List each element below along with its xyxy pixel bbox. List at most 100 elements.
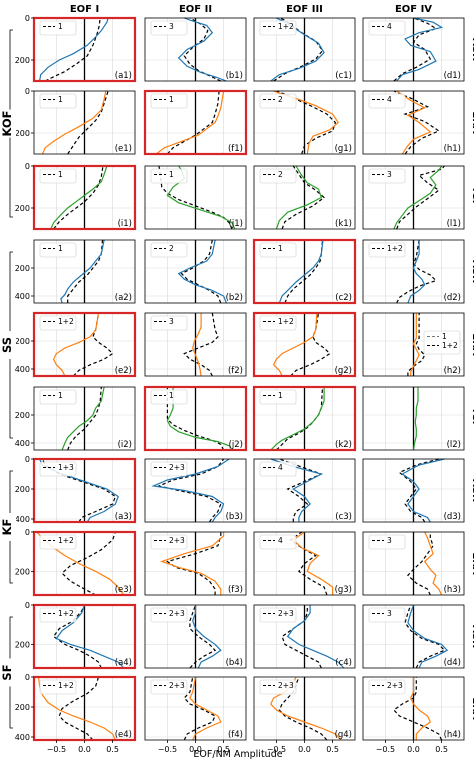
legend-box bbox=[259, 461, 297, 477]
legend-label: 2 bbox=[278, 95, 283, 104]
y-tick-label: 0 bbox=[25, 14, 30, 23]
panel-label: (a1) bbox=[115, 71, 132, 81]
column-title-2: EOF II bbox=[179, 4, 212, 15]
legend-box bbox=[259, 20, 297, 36]
series-line-dashed bbox=[183, 312, 219, 377]
series-line-dashed bbox=[67, 90, 109, 155]
group-label-kof: KOF bbox=[0, 110, 14, 136]
legend-box bbox=[39, 389, 77, 405]
row-label-era: ERA bbox=[470, 333, 474, 356]
panel-f2: 3 (f2) bbox=[144, 312, 247, 377]
series-line-dashed bbox=[396, 165, 445, 230]
panel-label: (f1) bbox=[228, 144, 243, 154]
y-tick-label: 400 bbox=[15, 733, 30, 742]
panel-frame bbox=[362, 312, 465, 377]
row-label-igp: IGP bbox=[470, 409, 474, 428]
series-line-asr bbox=[270, 458, 323, 522]
legend-box bbox=[39, 534, 77, 550]
panel-label: (b2) bbox=[226, 293, 243, 303]
panel-k2: 1 (k2) bbox=[252, 385, 357, 452]
panel-a1: 1 (a1) 0 200 bbox=[15, 14, 137, 83]
y-tick-label: 0 bbox=[25, 673, 30, 682]
legend-box bbox=[39, 93, 77, 109]
panel-frame bbox=[33, 386, 136, 451]
legend-label: 1+2 bbox=[442, 341, 458, 350]
series-line-asr bbox=[401, 458, 445, 523]
y-tick-label: 0 bbox=[25, 601, 30, 610]
y-tick-label: 200 bbox=[15, 640, 30, 649]
series-line-dashed bbox=[278, 676, 328, 741]
panel-label: (c3) bbox=[335, 512, 352, 522]
panel-label: (h4) bbox=[444, 730, 461, 740]
panel-e4: 1+2 (e4) 0 200 400 −0.5 0.0 0.5 bbox=[15, 673, 137, 754]
panel-i2: 1 (i2) 200 400 bbox=[15, 386, 136, 451]
legend-box bbox=[150, 315, 188, 331]
row-labels: ASR ERA IGP ASR ERA IGP ASR ERA ASR ERA bbox=[470, 38, 474, 720]
panel-frame bbox=[144, 17, 247, 82]
panel-frame bbox=[144, 312, 247, 377]
panel-label: (e3) bbox=[115, 585, 132, 595]
panel-e2: 1+2 (e2) 200 400 bbox=[15, 311, 137, 378]
series-line-era bbox=[272, 312, 318, 377]
panel-frame bbox=[253, 165, 356, 230]
panel-highlight-frame bbox=[143, 89, 248, 156]
series-line-dashed bbox=[53, 165, 104, 230]
legend-box bbox=[259, 242, 297, 258]
panel-label: (b3) bbox=[226, 512, 243, 522]
legend-label: 3 bbox=[387, 536, 392, 545]
legend-label: 1 bbox=[58, 170, 63, 179]
legend-box bbox=[39, 679, 77, 695]
row-label-asr: ASR bbox=[470, 260, 474, 283]
series-line-dashed bbox=[52, 604, 102, 669]
legend-box bbox=[39, 461, 77, 477]
legend-label: 1+3 bbox=[58, 463, 74, 472]
x-tick-label: 0.0 bbox=[78, 745, 91, 754]
legend-label: 1 bbox=[278, 391, 283, 400]
panel-frame bbox=[253, 458, 356, 523]
panel-h2: 11+2 (h2) bbox=[362, 312, 465, 377]
series-line-dashed bbox=[166, 90, 220, 155]
legend-label: 1 bbox=[58, 22, 63, 31]
y-tick-label: 0 bbox=[25, 87, 30, 96]
series-line-asr bbox=[396, 17, 444, 82]
legend-label: 1 bbox=[442, 332, 447, 341]
panel-highlight-frame bbox=[32, 311, 137, 378]
group-label-backdrop bbox=[2, 331, 16, 359]
panel-highlight-frame bbox=[143, 385, 248, 452]
panel-highlight-frame bbox=[32, 603, 137, 670]
legend-label: 2+3 bbox=[169, 536, 185, 545]
panel-label: (d2) bbox=[444, 293, 461, 303]
group-label-kf: KF bbox=[0, 519, 14, 536]
panel-a2: 1 (a2) 200 400 bbox=[15, 239, 136, 304]
panel-label: (e4) bbox=[115, 730, 132, 740]
panel-j2: 1 (j2) bbox=[143, 385, 248, 452]
panel-b1: 3 (b1) bbox=[144, 17, 247, 82]
y-tick-label: 400 bbox=[15, 439, 30, 448]
series-line-asr bbox=[60, 239, 105, 304]
row-label-igp: IGP bbox=[470, 188, 474, 207]
legend-box bbox=[368, 20, 406, 36]
legend-box bbox=[150, 93, 188, 109]
y-tick-label: 200 bbox=[15, 703, 30, 712]
y-tick-label: 0 bbox=[25, 162, 30, 171]
column-title-1: EOF I bbox=[70, 4, 99, 15]
legend-label: 2 bbox=[169, 244, 174, 253]
series-line-era bbox=[155, 90, 225, 155]
legend-label: 1 bbox=[58, 95, 63, 104]
legend-label: 4 bbox=[387, 22, 392, 31]
series-line-era bbox=[423, 531, 443, 596]
panel-frame bbox=[253, 531, 356, 596]
panel-g4: 2+3 (g4) −0.5 0.0 0.5 bbox=[253, 676, 356, 754]
panel-label: (f4) bbox=[228, 730, 243, 740]
panel-label: (c2) bbox=[335, 293, 352, 303]
legend-label: 4 bbox=[278, 536, 283, 545]
series-line-dashed bbox=[67, 386, 102, 451]
panel-highlight-frame bbox=[252, 238, 357, 305]
series-line-igp bbox=[166, 387, 233, 451]
x-tick-label: 0.0 bbox=[189, 745, 202, 754]
series-line-era bbox=[396, 90, 432, 155]
series-line-dashed bbox=[393, 90, 441, 155]
legend-box bbox=[150, 242, 188, 258]
panel-f4: 2+3 (f4) −0.5 0.0 0.5 bbox=[144, 676, 247, 754]
panel-h4: 2+3 (h4) −0.5 0.0 0.5 bbox=[362, 676, 465, 754]
